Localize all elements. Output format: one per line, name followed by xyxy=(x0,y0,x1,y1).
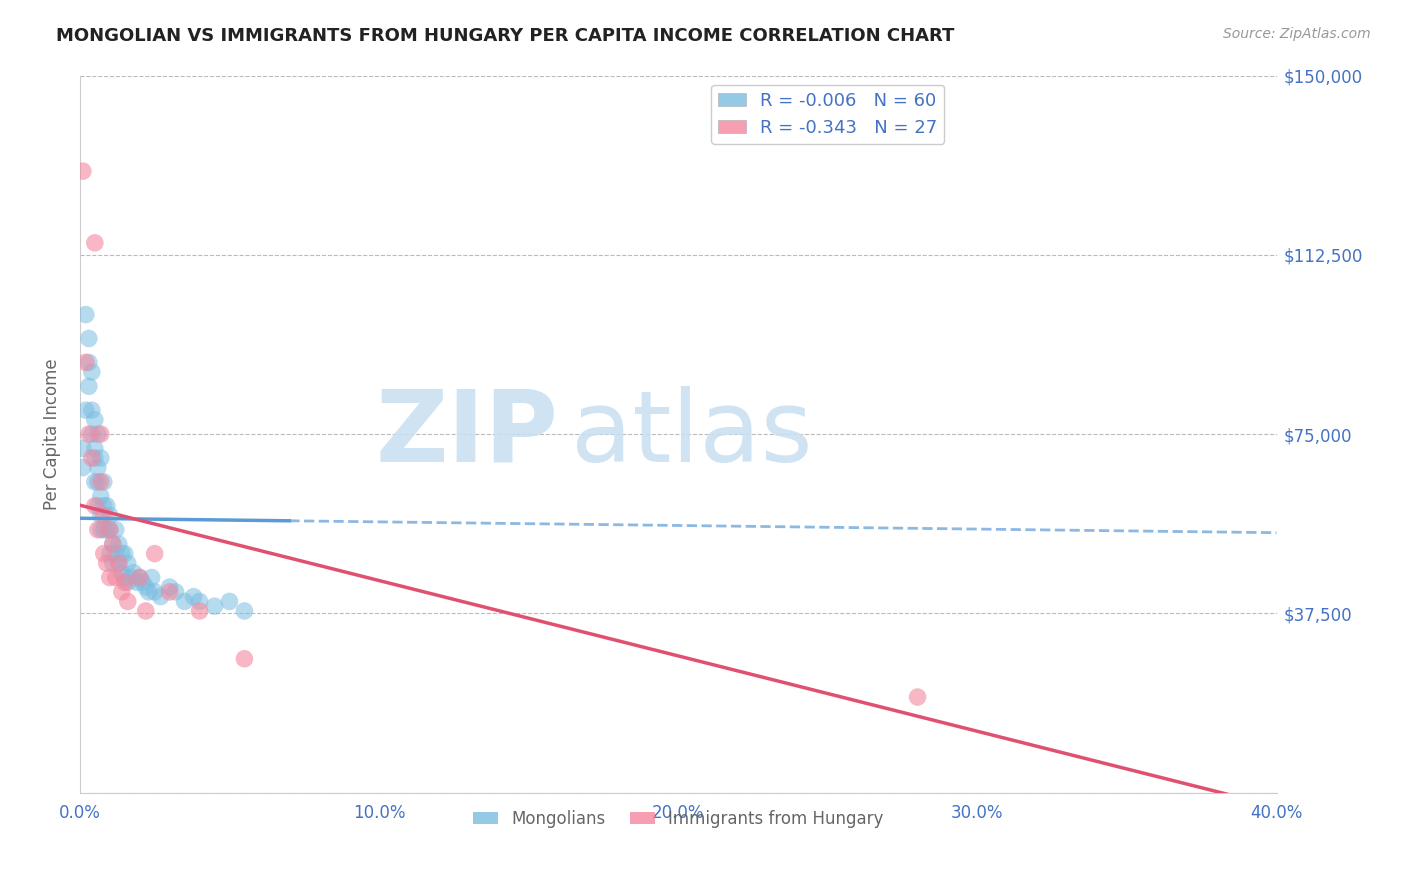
Point xyxy=(149,590,172,604)
Point xyxy=(77,355,100,369)
Point xyxy=(75,308,97,322)
Point xyxy=(80,365,103,379)
Point xyxy=(72,460,94,475)
Point xyxy=(101,556,124,570)
Point xyxy=(107,556,129,570)
Point xyxy=(93,508,115,523)
Point xyxy=(77,427,100,442)
Point xyxy=(87,427,110,442)
Point xyxy=(204,599,226,614)
Point xyxy=(83,450,105,465)
Point xyxy=(83,235,105,250)
Point xyxy=(188,594,211,608)
Point xyxy=(93,499,115,513)
Text: MONGOLIAN VS IMMIGRANTS FROM HUNGARY PER CAPITA INCOME CORRELATION CHART: MONGOLIAN VS IMMIGRANTS FROM HUNGARY PER… xyxy=(56,27,955,45)
Point xyxy=(907,690,929,704)
Point xyxy=(159,585,181,599)
Point xyxy=(165,585,187,599)
Point xyxy=(233,604,256,618)
Point xyxy=(77,331,100,345)
Point xyxy=(107,537,129,551)
Point xyxy=(128,570,150,584)
Point xyxy=(101,537,124,551)
Point xyxy=(90,523,112,537)
Point xyxy=(83,413,105,427)
Point xyxy=(114,570,136,584)
Point xyxy=(117,556,139,570)
Legend: Mongolians, Immigrants from Hungary: Mongolians, Immigrants from Hungary xyxy=(465,803,890,835)
Point xyxy=(72,164,94,178)
Point xyxy=(143,585,166,599)
Point xyxy=(159,580,181,594)
Point xyxy=(101,537,124,551)
Point xyxy=(98,523,121,537)
Point xyxy=(77,379,100,393)
Point xyxy=(135,580,157,594)
Point xyxy=(80,403,103,417)
Point xyxy=(128,570,150,584)
Point xyxy=(233,652,256,666)
Point xyxy=(111,566,134,580)
Point xyxy=(93,547,115,561)
Point xyxy=(98,570,121,584)
Point xyxy=(138,585,160,599)
Point xyxy=(83,442,105,456)
Point xyxy=(72,442,94,456)
Point xyxy=(107,556,129,570)
Point xyxy=(104,570,127,584)
Point xyxy=(96,556,118,570)
Point xyxy=(141,570,163,584)
Point xyxy=(80,450,103,465)
Point xyxy=(90,489,112,503)
Point xyxy=(90,450,112,465)
Point xyxy=(114,547,136,561)
Point xyxy=(131,575,153,590)
Text: Source: ZipAtlas.com: Source: ZipAtlas.com xyxy=(1223,27,1371,41)
Point xyxy=(135,604,157,618)
Point xyxy=(120,570,142,584)
Point xyxy=(87,475,110,489)
Point xyxy=(98,508,121,523)
Point xyxy=(143,547,166,561)
Point xyxy=(114,575,136,590)
Point xyxy=(188,604,211,618)
Y-axis label: Per Capita Income: Per Capita Income xyxy=(44,359,60,510)
Point xyxy=(111,585,134,599)
Point xyxy=(83,475,105,489)
Point xyxy=(93,475,115,489)
Point xyxy=(218,594,240,608)
Point xyxy=(125,575,148,590)
Point xyxy=(75,403,97,417)
Point xyxy=(96,499,118,513)
Point xyxy=(90,427,112,442)
Point xyxy=(98,523,121,537)
Point xyxy=(98,547,121,561)
Point xyxy=(93,523,115,537)
Point xyxy=(87,499,110,513)
Point xyxy=(122,566,145,580)
Point xyxy=(96,523,118,537)
Point xyxy=(117,575,139,590)
Point xyxy=(117,594,139,608)
Text: atlas: atlas xyxy=(571,385,813,483)
Point xyxy=(75,355,97,369)
Point xyxy=(183,590,205,604)
Point xyxy=(104,547,127,561)
Point xyxy=(104,523,127,537)
Point xyxy=(87,523,110,537)
Point xyxy=(83,499,105,513)
Point xyxy=(90,475,112,489)
Point xyxy=(87,460,110,475)
Point xyxy=(173,594,195,608)
Point xyxy=(90,508,112,523)
Point xyxy=(80,427,103,442)
Text: ZIP: ZIP xyxy=(375,385,558,483)
Point xyxy=(111,547,134,561)
